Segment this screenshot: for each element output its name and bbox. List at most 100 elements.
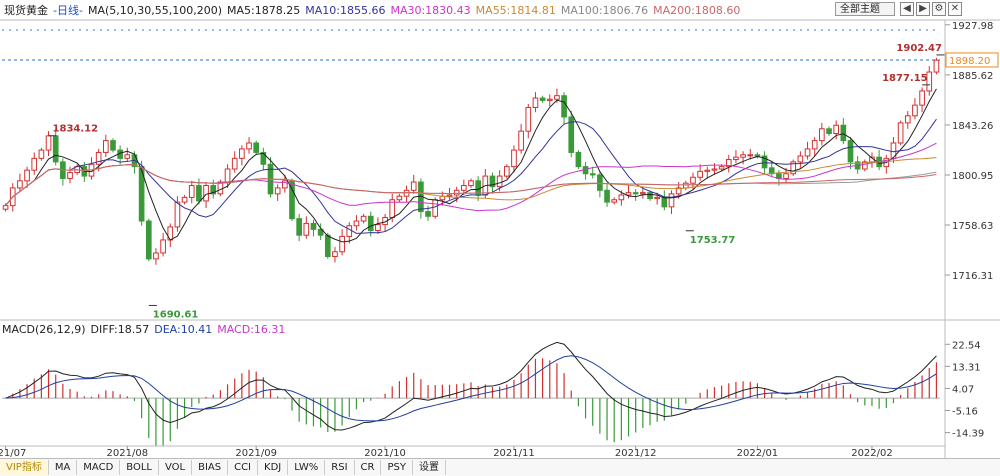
macd-header: MACD(26,12,9) DIFF:18.57 DEA:10.41 MACD:… bbox=[0, 322, 290, 336]
candle-body bbox=[532, 97, 539, 109]
candle-body bbox=[647, 192, 653, 200]
annotation-label: 1753.77 bbox=[690, 235, 736, 246]
candle-body bbox=[904, 115, 911, 124]
prev-icon[interactable]: ◀ bbox=[900, 2, 914, 16]
tab-ma[interactable]: MA bbox=[49, 460, 78, 475]
close-icon[interactable]: ✕ bbox=[948, 2, 962, 16]
macd-axis: 22.54 13.31 4.07 -5.16 -14.39 bbox=[945, 340, 984, 440]
candle-body bbox=[697, 170, 703, 178]
macd-y-tick-label: -14.39 bbox=[952, 429, 984, 440]
tab-vol[interactable]: VOL bbox=[159, 460, 193, 475]
tab-kdj[interactable]: KDJ bbox=[258, 460, 289, 475]
candle-body bbox=[711, 168, 718, 171]
candle-body bbox=[489, 175, 496, 188]
candle-body bbox=[38, 149, 45, 159]
indicator-tabs: VIP指标 MA MACD BOLL VOL BIAS CCI KDJ LW% … bbox=[0, 458, 1000, 476]
x-tick-label: 2021/08 bbox=[107, 448, 149, 458]
candle-body bbox=[174, 201, 181, 228]
candle-body bbox=[188, 185, 195, 198]
macd-histogram bbox=[12, 358, 938, 446]
candle-body bbox=[675, 187, 682, 195]
tab-bias[interactable]: BIAS bbox=[192, 460, 229, 475]
candle-body bbox=[332, 251, 338, 258]
candle-body bbox=[246, 142, 252, 150]
candle-body bbox=[589, 173, 596, 176]
all-themes-button[interactable]: 全部主题 bbox=[835, 2, 895, 16]
ma200-line bbox=[5, 164, 937, 206]
candle-body bbox=[52, 135, 59, 163]
candle-body bbox=[690, 176, 696, 184]
date-axis: 2021/07 2021/08 2021/09 2021/10 2021/11 2021/… bbox=[0, 445, 945, 458]
tab-settings[interactable]: 设置 bbox=[413, 460, 446, 475]
tab-boll[interactable]: BOLL bbox=[120, 460, 159, 475]
annotation-label: 1690.61 bbox=[153, 309, 199, 320]
chart-canvas[interactable]: 1834.12 1690.61 1877.15 1753.77 1902.47 1927… bbox=[0, 0, 1000, 458]
candle-body bbox=[861, 161, 868, 170]
ma-params-label: MA(5,10,30,55,100,200) bbox=[87, 3, 223, 17]
x-tick-label: 2021/09 bbox=[235, 448, 277, 458]
candle-body bbox=[897, 122, 904, 144]
candle-body bbox=[375, 224, 381, 231]
tab-rsi[interactable]: RSI bbox=[325, 460, 355, 475]
candle-body bbox=[933, 59, 940, 73]
period-selector[interactable]: -日线- bbox=[53, 4, 83, 17]
candle-body bbox=[181, 196, 188, 203]
candle-body bbox=[747, 154, 754, 157]
tab-lwr[interactable]: LW% bbox=[288, 460, 326, 475]
y-tick-label: 1885.62 bbox=[952, 71, 993, 82]
tab-macd[interactable]: MACD bbox=[77, 460, 121, 475]
y-tick-label: 1800.95 bbox=[952, 171, 993, 182]
candle-body bbox=[654, 196, 660, 200]
candle-body bbox=[410, 181, 417, 191]
candle-body bbox=[539, 97, 546, 101]
ma5-label: MA5:1878.25 bbox=[227, 3, 301, 17]
moving-average-lines bbox=[5, 88, 937, 243]
candle-body bbox=[668, 193, 675, 208]
candle-body bbox=[640, 192, 646, 195]
dea-label: DEA:10.41 bbox=[154, 322, 213, 336]
candle-body bbox=[804, 148, 811, 157]
candle-body bbox=[833, 124, 840, 135]
candle-body bbox=[468, 180, 474, 187]
x-tick-label: 2021/12 bbox=[615, 448, 657, 458]
macd-params-label: MACD(26,12,9) bbox=[2, 322, 86, 336]
candle-body bbox=[740, 154, 746, 158]
settings-icon[interactable]: ⚙ bbox=[932, 2, 946, 16]
candle-body bbox=[425, 211, 431, 217]
candle-body bbox=[811, 140, 818, 150]
candle-body bbox=[632, 192, 639, 195]
ma30-line bbox=[5, 142, 937, 212]
candle-body bbox=[360, 215, 367, 222]
candle-body bbox=[138, 166, 145, 222]
next-icon[interactable]: ▶ bbox=[916, 2, 930, 16]
tab-psy[interactable]: PSY bbox=[381, 460, 413, 475]
candle-body bbox=[210, 185, 217, 195]
macd-lines bbox=[5, 341, 937, 431]
main-grid bbox=[0, 19, 1000, 458]
y-tick-label: 1758.63 bbox=[952, 221, 993, 232]
candle-body bbox=[324, 234, 331, 258]
ma30-label: MA30:1830.43 bbox=[390, 3, 471, 17]
y-tick-label: 1927.98 bbox=[952, 21, 993, 32]
x-tick-label: 2021/07 bbox=[0, 448, 26, 458]
candle-body bbox=[754, 154, 761, 157]
candle-body bbox=[45, 135, 52, 151]
candle-body bbox=[446, 194, 453, 197]
candle-body bbox=[561, 95, 567, 118]
tab-vip[interactable]: VIP指标 bbox=[0, 460, 49, 475]
candle-body bbox=[231, 157, 238, 170]
macd-y-tick-label: 13.31 bbox=[952, 362, 981, 373]
candle-body bbox=[525, 107, 532, 132]
candle-body bbox=[661, 196, 668, 208]
tab-cci[interactable]: CCI bbox=[228, 460, 259, 475]
candle-body bbox=[725, 159, 732, 168]
candle-body bbox=[253, 142, 260, 153]
candle-body bbox=[217, 181, 224, 195]
macd-y-tick-label: 4.07 bbox=[952, 384, 974, 395]
candle-body bbox=[339, 235, 345, 253]
tab-cr[interactable]: CR bbox=[355, 460, 382, 475]
annotation-label: 1834.12 bbox=[53, 124, 99, 135]
ma10-line bbox=[5, 118, 937, 234]
candle-body bbox=[926, 71, 933, 92]
candle-body bbox=[282, 180, 288, 189]
